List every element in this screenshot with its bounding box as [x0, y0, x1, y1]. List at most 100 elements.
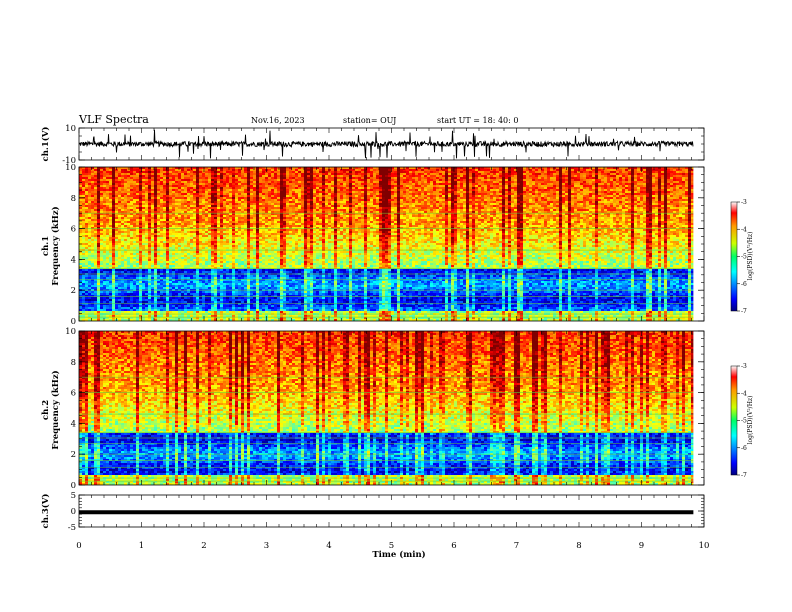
ch1-spec-cell: [112, 311, 115, 313]
ch1-spec-cell: [127, 211, 130, 213]
ch1-spec-cell: [82, 207, 85, 209]
ch1-spec-cell: [115, 203, 118, 205]
ch1-spec-cell: [268, 187, 271, 189]
ch1-spec-cell: [199, 311, 202, 313]
ch1-spec-cell: [265, 175, 268, 177]
ch1-spec-cell: [232, 245, 235, 247]
ch1-spec-cell: [115, 307, 118, 309]
ch1-spec-cell: [127, 261, 130, 263]
ch1-spec-cell: [262, 225, 265, 227]
ch1-spec-cell: [100, 239, 103, 241]
ch1-spec-cell: [268, 171, 271, 173]
ch1-spec-cell: [196, 233, 199, 235]
ch1-spec-cell: [94, 237, 97, 239]
ch1-spec-cell: [172, 271, 175, 273]
ch1-spec-cell: [97, 179, 100, 181]
ch1-spec-cell: [208, 243, 211, 245]
ch1-spec-cell: [205, 181, 208, 183]
ch1-spec-cell: [88, 173, 91, 175]
ch1-spec-cell: [232, 205, 235, 207]
ch1-spec-cell: [247, 287, 250, 289]
ch1-spec-cell: [94, 201, 97, 203]
ch1-spec-cell: [133, 187, 136, 189]
ch1-spec-cell: [163, 215, 166, 217]
ch1-spec-cell: [109, 237, 112, 239]
ch1-spec-cell: [118, 221, 121, 223]
ch1-spec-cell: [247, 187, 250, 189]
ch1-spec-cell: [196, 197, 199, 199]
ch1-spec-cell: [133, 285, 136, 287]
ch1-spec-cell: [238, 255, 241, 257]
ch1-spec-cell: [196, 315, 199, 317]
ch1-spec-cell: [262, 199, 265, 201]
ch1-spec-cell: [136, 187, 139, 189]
ch1-spec-cell: [178, 247, 181, 249]
ch1-spec-cell: [130, 171, 133, 173]
ch1-spec-cell: [91, 299, 94, 301]
ch1-spec-cell: [202, 197, 205, 199]
ch1-spec-cell: [130, 223, 133, 225]
ch1-spec-cell: [124, 181, 127, 183]
ch1-spec-cell: [154, 219, 157, 221]
ch1-spec-cell: [262, 201, 265, 203]
ch1-spec-cell: [118, 307, 121, 309]
ch1-spec-cell: [91, 191, 94, 193]
ch1-spec-cell: [265, 275, 268, 277]
ch1-spec-cell: [253, 285, 256, 287]
ch1-spec-cell: [199, 199, 202, 201]
ch1-spec-cell: [124, 221, 127, 223]
ch1-spec-cell: [160, 197, 163, 199]
ch1-spec-cell: [145, 241, 148, 243]
ch1-spec-cell: [232, 271, 235, 273]
ch1-spec-cell: [91, 235, 94, 237]
ch1-spec-cell: [127, 197, 130, 199]
ch1-spec-cell: [163, 233, 166, 235]
ch1-spec-cell: [124, 173, 127, 175]
ch1-spec-cell: [217, 311, 220, 313]
ch1-spec-cell: [214, 211, 217, 213]
ch1-spec-cell: [202, 205, 205, 207]
ch1-spec-cell: [205, 223, 208, 225]
ch1-spec-cell: [166, 207, 169, 209]
ch1-spec-cell: [184, 307, 187, 309]
ch1-spec-cell: [130, 215, 133, 217]
ch1-spec-cell: [106, 243, 109, 245]
ch1-spec-cell: [193, 269, 196, 271]
ch1-spec-cell: [175, 263, 178, 265]
ch1-spec-cell: [205, 183, 208, 185]
ch1-spec-cell: [199, 255, 202, 257]
ch1-spec-cell: [202, 207, 205, 209]
ch1-spec-cell: [241, 231, 244, 233]
ch1-spec-cell: [148, 191, 151, 193]
ch1-spec-cell: [232, 203, 235, 205]
ch1-spec-cell: [223, 245, 226, 247]
ch1-spec-cell: [268, 191, 271, 193]
ch1-spec-cell: [181, 233, 184, 235]
ch1-spec-cell: [211, 221, 214, 223]
ch1-spec-cell: [139, 187, 142, 189]
ch1-spec-cell: [178, 281, 181, 283]
ch1-spec-cell: [184, 171, 187, 173]
ch1-spec-cell: [85, 277, 88, 279]
ch1-spec-cell: [256, 281, 259, 283]
ch1-spec-cell: [178, 297, 181, 299]
ch1-spec-cell: [112, 265, 115, 267]
ch1-spec-cell: [220, 235, 223, 237]
ch1-spec-cell: [190, 265, 193, 267]
ch1-spec-cell: [244, 245, 247, 247]
ch1-spec-cell: [265, 269, 268, 271]
ch1-spec-cell: [262, 247, 265, 249]
ch1-spec-cell: [217, 285, 220, 287]
ch1-spec-cell: [253, 203, 256, 205]
ch1-spec-cell: [256, 261, 259, 263]
ch1-spec-cell: [244, 219, 247, 221]
ch1-spec-cell: [265, 215, 268, 217]
ch1-spec-cell: [154, 299, 157, 301]
ch1-spec-cell: [136, 207, 139, 209]
ch1-spec-cell: [124, 235, 127, 237]
ch1-spec-cell: [238, 237, 241, 239]
ch1-spec-cell: [169, 169, 172, 171]
ch1-spec-cell: [223, 285, 226, 287]
ch1-spec-cell: [199, 275, 202, 277]
ch1-spec-cell: [202, 235, 205, 237]
